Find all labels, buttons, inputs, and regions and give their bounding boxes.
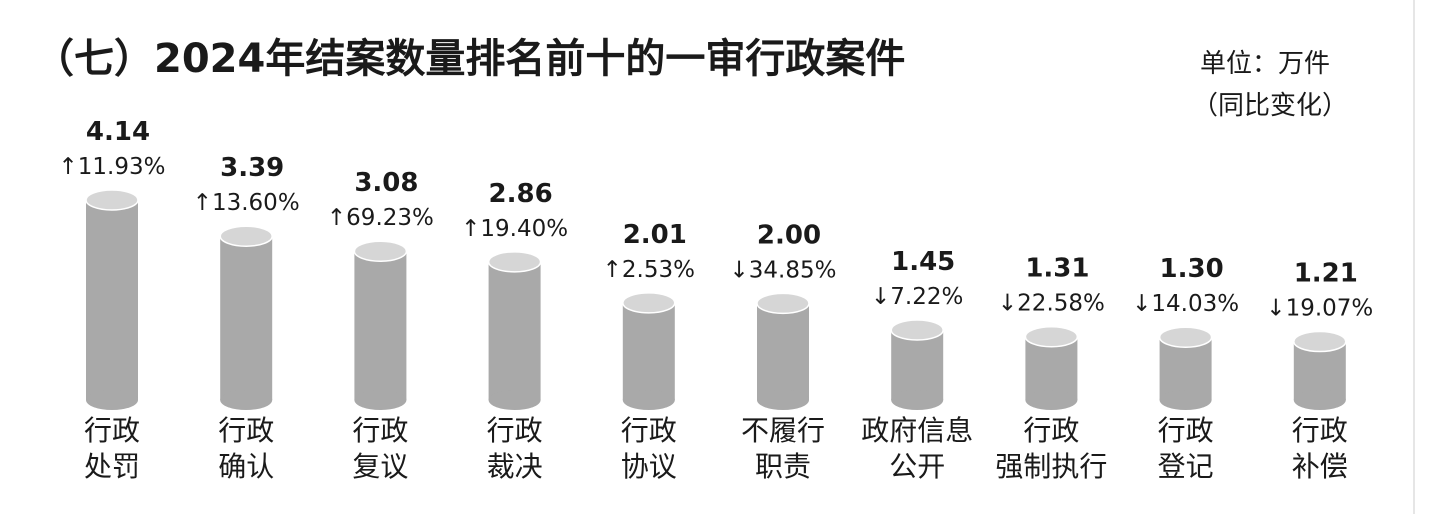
- value-label: 2.01: [623, 220, 687, 250]
- category-label: 协议: [621, 450, 677, 483]
- bar-body: [891, 329, 944, 400]
- category-label: 行政: [1292, 414, 1348, 447]
- category-label: 政府信息: [861, 414, 973, 447]
- bar-base: [1159, 390, 1212, 410]
- change-label: ↑13.60%: [193, 190, 300, 216]
- category-label: 不履行: [741, 414, 825, 447]
- bar-top: [1158, 326, 1213, 348]
- chart-title: （七）2024年结案数量排名前十的一审行政案件: [34, 36, 905, 82]
- change-label: （同比变化）: [1192, 91, 1348, 121]
- bar-body: [488, 261, 541, 400]
- category-label: 裁决: [487, 450, 543, 483]
- bar-base: [757, 390, 809, 410]
- value-label: 1.21: [1294, 259, 1358, 289]
- category-label: 行政: [487, 414, 543, 447]
- category-label: 行政: [84, 414, 140, 447]
- category-label: 处罚: [84, 450, 140, 483]
- category-label: 行政: [621, 414, 677, 447]
- bar-top: [1293, 330, 1347, 353]
- value-label: 2.86: [489, 179, 553, 209]
- category-label: 职责: [755, 450, 811, 483]
- bar-top: [85, 189, 139, 211]
- category-label: 行政: [218, 414, 274, 447]
- category-label: 强制执行: [995, 450, 1107, 483]
- bar-base: [891, 390, 944, 410]
- bar-top: [622, 292, 676, 314]
- bar-base: [1293, 390, 1346, 410]
- value-label: 2.00: [757, 220, 821, 250]
- bar-base: [220, 390, 273, 410]
- bar-base: [86, 390, 138, 410]
- value-label: 1.30: [1160, 254, 1224, 284]
- bar-body: [220, 236, 273, 400]
- category-label: 行政: [1023, 414, 1079, 447]
- bar-base: [354, 390, 407, 410]
- change-label: ↑11.93%: [59, 154, 166, 180]
- bars-group: 4.14↑11.93%行政处罚3.39↑13.60%行政确认3.08↑69.23…: [59, 117, 1374, 483]
- bar-body: [757, 303, 809, 400]
- category-label: 复议: [352, 450, 408, 483]
- category-label: 确认: [218, 450, 274, 483]
- bar-body: [86, 200, 138, 400]
- bar-top: [890, 319, 944, 341]
- change-label: ↓7.22%: [871, 284, 963, 310]
- page-edge-rule: [1413, 0, 1415, 514]
- bar-top: [353, 240, 408, 262]
- bar-top: [487, 251, 542, 273]
- change-label: ↑2.53%: [603, 257, 695, 283]
- bar-body: [354, 251, 407, 400]
- unit-label: 单位：万件: [1200, 49, 1330, 79]
- bar-top: [756, 292, 810, 315]
- bar-base: [1025, 390, 1078, 410]
- category-label: 行政: [352, 414, 408, 447]
- change-label: ↓22.58%: [998, 291, 1105, 317]
- category-label: 登记: [1158, 450, 1214, 483]
- change-label: ↑69.23%: [327, 205, 434, 231]
- value-label: 4.14: [86, 117, 150, 147]
- bar-base: [622, 390, 675, 410]
- value-label: 1.31: [1025, 254, 1089, 284]
- value-label: 1.45: [891, 247, 955, 277]
- change-label: ↓19.07%: [1266, 296, 1373, 322]
- bar-top: [219, 225, 273, 247]
- value-label: 3.39: [220, 153, 284, 183]
- category-label: 补偿: [1292, 450, 1348, 483]
- bar-body: [622, 302, 675, 400]
- category-label: 公开: [889, 450, 945, 483]
- category-label: 行政: [1158, 414, 1214, 447]
- bar-base: [488, 390, 541, 410]
- value-label: 3.08: [354, 168, 418, 198]
- change-label: ↓14.03%: [1132, 291, 1239, 317]
- bar-top: [1024, 325, 1079, 348]
- change-label: ↓34.85%: [730, 257, 837, 283]
- change-label: ↑19.40%: [461, 216, 568, 242]
